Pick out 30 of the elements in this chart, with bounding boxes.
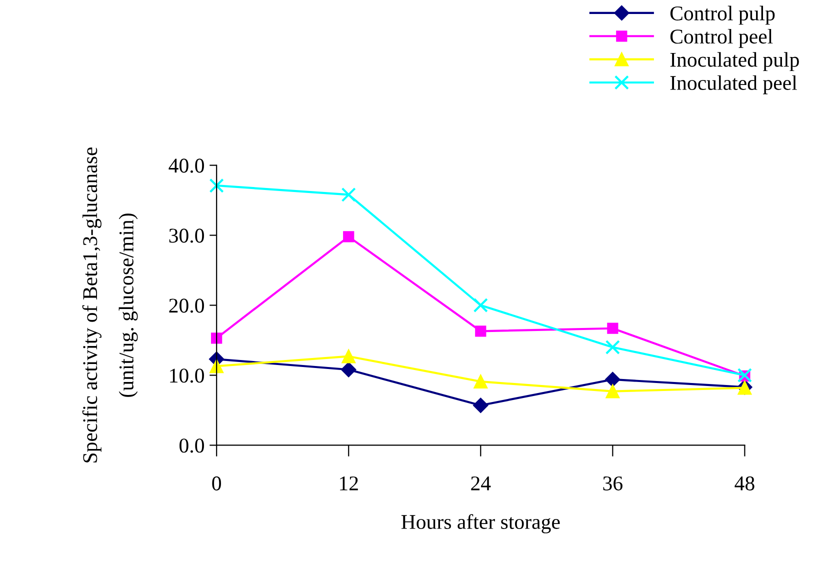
point bbox=[605, 372, 620, 388]
point bbox=[473, 298, 488, 313]
point bbox=[341, 187, 356, 202]
point bbox=[341, 362, 356, 378]
point bbox=[607, 322, 618, 334]
point bbox=[211, 332, 222, 344]
y-tick-label: 30.0 bbox=[169, 228, 204, 243]
point bbox=[342, 349, 356, 364]
y-axis-title: Specific activity of Beta1,3-glucanase (unit/ug. glucose/min) bbox=[82, 147, 138, 462]
point bbox=[605, 340, 620, 355]
y-tick-label: 0.0 bbox=[180, 438, 204, 453]
y-tick-label: 40.0 bbox=[168, 158, 204, 173]
x-tick-label: 48 bbox=[734, 476, 754, 490]
y-tick-label: 20.0 bbox=[169, 298, 204, 313]
legend-label: Control pulp bbox=[670, 6, 775, 25]
point bbox=[209, 178, 224, 193]
legend-label: Control peel bbox=[670, 28, 773, 48]
y-tick-label: 10.0 bbox=[170, 368, 204, 383]
x-tick-label: 36 bbox=[603, 476, 622, 490]
x-tick-label: 0 bbox=[212, 476, 221, 490]
x-tick-label: 24 bbox=[471, 476, 491, 490]
x-tick-label: 12 bbox=[340, 476, 358, 490]
point bbox=[475, 326, 486, 337]
point bbox=[474, 374, 488, 388]
point bbox=[343, 231, 354, 242]
point bbox=[473, 398, 488, 413]
x-axis-title: Hours after storage bbox=[401, 514, 560, 534]
legend-label: Inoculated peel bbox=[670, 75, 797, 94]
legend-label: Inoculated pulp bbox=[670, 52, 799, 72]
point bbox=[606, 384, 620, 398]
